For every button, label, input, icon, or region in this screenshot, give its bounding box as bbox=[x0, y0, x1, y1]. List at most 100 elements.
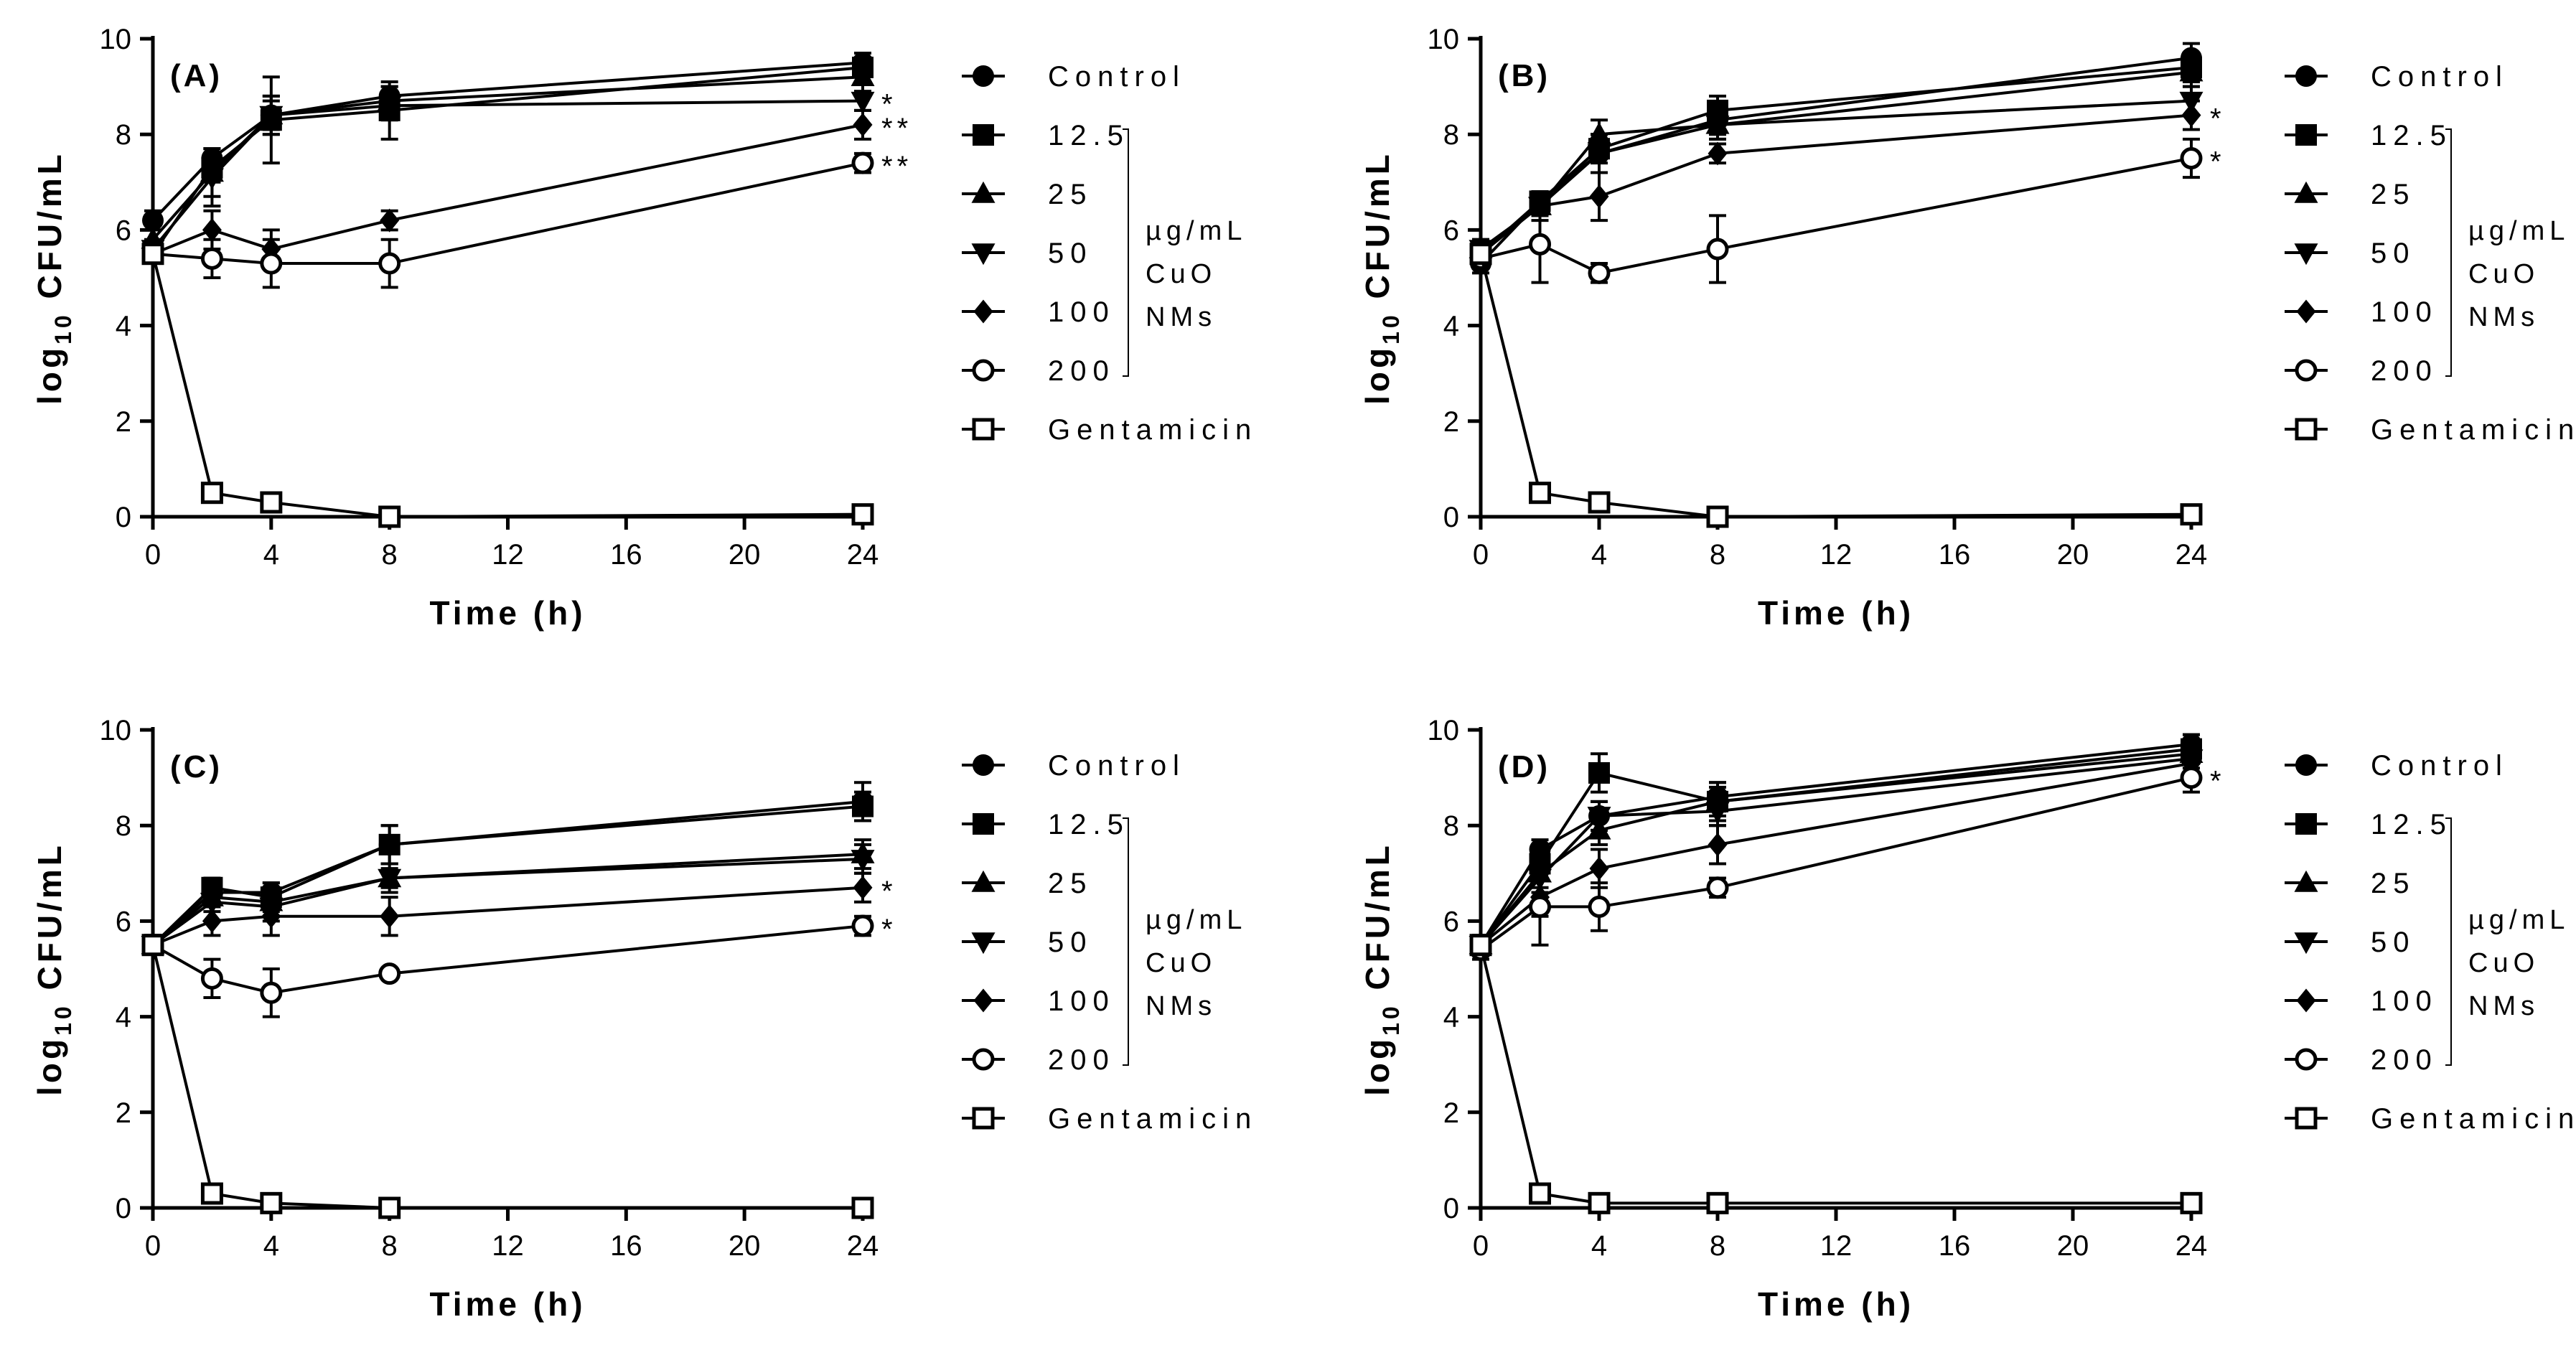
x-tick-label: 16 bbox=[1939, 539, 1971, 571]
x-tick-label: 12 bbox=[492, 539, 524, 571]
legend-marker bbox=[972, 1048, 995, 1071]
legend-bracket bbox=[1123, 128, 1129, 377]
legend-marker bbox=[2295, 65, 2317, 87]
y-axis-label-log: log bbox=[1359, 1036, 1396, 1096]
significance-mark: * bbox=[881, 876, 897, 907]
data-point bbox=[1588, 261, 1611, 284]
data-point bbox=[380, 904, 400, 929]
y-tick-label: 6 bbox=[116, 906, 131, 937]
data-point bbox=[1706, 238, 1729, 261]
legend-item: 100 bbox=[2285, 296, 2432, 328]
legend-marker bbox=[973, 813, 994, 835]
x-tick-label: 24 bbox=[847, 1230, 879, 1262]
legend-item: 50 bbox=[2285, 238, 2409, 269]
x-tick-label: 16 bbox=[610, 1230, 642, 1262]
legend-item: 12.5 bbox=[962, 120, 1123, 151]
data-point bbox=[261, 904, 281, 929]
series-line bbox=[151, 253, 863, 519]
data-point bbox=[200, 168, 224, 190]
series-line bbox=[1479, 944, 2191, 1205]
legend-marker bbox=[2294, 243, 2318, 266]
series-50 bbox=[1469, 742, 2203, 957]
legend-marker bbox=[2295, 1107, 2318, 1130]
y-tick-label: 8 bbox=[116, 810, 131, 842]
legend-marker bbox=[973, 65, 994, 87]
x-tick-label: 24 bbox=[2175, 539, 2208, 571]
data-point bbox=[378, 96, 402, 118]
data-point bbox=[200, 893, 224, 915]
data-point bbox=[1588, 761, 1610, 784]
significance-mark: ** bbox=[881, 151, 912, 182]
legend-marker bbox=[971, 181, 996, 203]
data-point bbox=[1705, 116, 1730, 138]
legend-bracket bbox=[1123, 817, 1129, 1066]
data-point bbox=[1469, 243, 1492, 266]
legend: Control 12.5 25 50 100 200 Gentamicin µg/mL CuO N… bbox=[2285, 61, 2574, 446]
series-200 bbox=[1469, 761, 2203, 961]
significance-mark: * bbox=[2210, 103, 2226, 135]
y-axis-label: log10 CFU/mL bbox=[1359, 842, 1404, 1096]
legend-bracket-label: NMs bbox=[1146, 991, 1217, 1021]
legend-item: 100 bbox=[962, 296, 1109, 328]
legend-item: Gentamicin bbox=[962, 414, 1251, 446]
data-point bbox=[202, 217, 222, 242]
y-tick-label: 8 bbox=[1443, 119, 1459, 151]
legend-item: 25 bbox=[2285, 868, 2409, 899]
y-tick-label: 6 bbox=[1443, 215, 1459, 246]
data-point bbox=[851, 503, 874, 526]
legend: Control 12.5 25 50 100 200 Gentamicin µg/mL CuO N… bbox=[962, 750, 1251, 1135]
y-axis-label-unit: CFU/mL bbox=[31, 151, 68, 311]
legend-label: Control bbox=[1048, 750, 1186, 782]
data-point bbox=[378, 1196, 401, 1219]
y-axis-label-log: log bbox=[1359, 344, 1396, 405]
x-tick-label: 20 bbox=[729, 1230, 761, 1262]
legend-marker bbox=[2295, 754, 2317, 776]
data-point bbox=[2181, 103, 2201, 128]
data-point bbox=[1587, 121, 1611, 144]
series-line bbox=[151, 805, 863, 947]
legend-item: 12.5 bbox=[962, 809, 1123, 840]
data-point bbox=[380, 208, 400, 233]
y-tick-label: 10 bbox=[100, 715, 132, 746]
y-tick-label: 0 bbox=[116, 1193, 131, 1224]
panel-label: (D) bbox=[1498, 749, 1550, 784]
legend-label: 25 bbox=[1048, 868, 1093, 899]
series-25 bbox=[1469, 56, 2203, 261]
legend-bracket-label: NMs bbox=[1146, 302, 1217, 332]
data-point bbox=[851, 91, 875, 113]
series-line bbox=[151, 853, 863, 947]
y-tick-label: 8 bbox=[1443, 810, 1459, 842]
x-axis-label: Time (h) bbox=[429, 1285, 586, 1323]
legend-label: 12.5 bbox=[2371, 120, 2453, 151]
data-point bbox=[1529, 233, 1551, 256]
legend-item: 200 bbox=[2285, 355, 2432, 387]
significance-mark: * bbox=[2210, 146, 2226, 178]
data-point bbox=[1708, 833, 1728, 857]
data-point bbox=[141, 243, 164, 266]
series-line bbox=[152, 924, 863, 995]
y-axis-label-unit: CFU/mL bbox=[1359, 151, 1396, 311]
legend-bracket-label: NMs bbox=[2468, 302, 2539, 332]
legend-label: Control bbox=[2371, 61, 2509, 93]
data-point bbox=[1587, 144, 1611, 167]
data-point bbox=[202, 909, 222, 933]
x-tick-label: 20 bbox=[2057, 539, 2089, 571]
legend-marker bbox=[2294, 870, 2318, 892]
legend-label: Control bbox=[1048, 61, 1186, 93]
data-point bbox=[1589, 856, 1609, 881]
series-25 bbox=[1469, 738, 2203, 957]
series-line bbox=[1479, 756, 2192, 947]
series-gentamicin bbox=[141, 934, 874, 1219]
series-control bbox=[142, 51, 874, 232]
data-point bbox=[1706, 876, 1729, 899]
legend-label: 50 bbox=[1048, 927, 1093, 958]
legend-marker bbox=[2295, 124, 2317, 146]
significance-mark: ** bbox=[881, 113, 912, 144]
legend-item: Control bbox=[2285, 61, 2509, 93]
data-point bbox=[851, 914, 874, 937]
series-100 bbox=[143, 871, 873, 957]
y-axis-label-subscript: 10 bbox=[1378, 311, 1404, 344]
significance-mark: * bbox=[881, 89, 897, 121]
